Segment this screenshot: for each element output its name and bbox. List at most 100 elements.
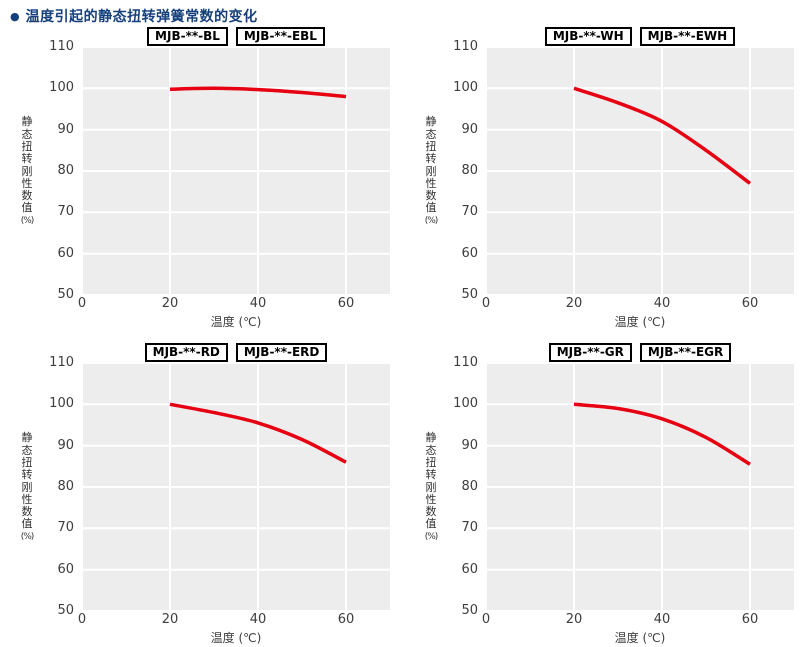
x-tick-label: 20 [161,296,179,311]
y-tick-label: 80 [57,479,74,494]
y-axis-label-char: 数 [21,189,33,203]
page-title: 温度引起的静态扭转弹簧常数的变化 [25,9,258,25]
x-axis-label: 温度 (℃) [210,315,262,329]
y-axis-label-char: 性 [425,492,437,506]
x-tick-label: 20 [161,612,179,627]
x-tick-label: 60 [741,612,759,627]
y-tick-label: 50 [57,287,74,302]
model-label-boxes: MJB-**-BL MJB-**-EBL [82,27,390,47]
y-axis-label-char: 转 [425,468,437,482]
x-tick-labels: 0 20 40 60 [78,296,390,312]
y-tick-label: 50 [461,287,478,302]
model-label-box: MJB-**-EGR [639,343,732,363]
model-label-boxes: MJB-**-RD MJB-**-ERD [82,343,390,363]
x-tick-label: 60 [741,296,759,311]
y-tick-label: 60 [461,561,478,577]
x-tick-labels: 0 20 40 60 [482,612,794,628]
y-axis-label-char: 态 [21,127,33,141]
x-axis-label: 温度 (℃) [210,631,262,645]
y-axis-label-char: 值 [21,517,33,531]
chart-mjb-wh-ewh: MJB-**-WH MJB-**-EWH 静态扭转刚性数值 (%) 110 100 9… [414,27,809,329]
y-axis-label-char: 值 [21,201,33,215]
y-tick-label: 70 [57,204,74,220]
line-chart-svg [82,363,390,611]
y-axis-label-char: 转 [425,152,437,166]
y-axis-label-char: 扭 [21,139,33,153]
y-axis-label-char: 扭 [21,455,33,469]
y-axis-label-char: 值 [425,201,437,215]
x-tick-labels: 0 20 40 60 [482,296,794,312]
y-axis-label-char: 态 [21,443,33,457]
x-axis-label: 温度 (℃) [614,315,666,329]
x-tick-label: 40 [249,612,267,627]
y-axis-label-char: 静 [425,115,437,129]
x-tick-label: 60 [337,296,355,311]
chart-mjb-gr-egr: MJB-**-GR MJB-**-EGR 静态扭转刚性数值 (%) 110 100 9… [414,343,809,645]
y-tick-label: 80 [57,163,74,178]
y-axis-label-char: 转 [21,468,33,482]
y-tick-label: 100 [453,80,478,96]
y-axis-label-char: 转 [21,152,33,166]
y-tick-label: 70 [461,204,478,220]
y-tick-label: 60 [57,561,74,577]
x-tick-label: 40 [249,296,267,311]
model-label-box: MJB-**-ERD [235,343,328,363]
y-tick-label: 90 [461,437,478,453]
x-tick-label: 60 [337,612,355,627]
y-axis-label: 静态扭转刚性数值 (%) [422,47,440,295]
model-label-box: MJB-**-BL [147,27,228,47]
chart-mjb-rd-erd: MJB-**-RD MJB-**-ERD 静态扭转刚性数值 (%) 110 100 9… [10,343,405,645]
y-axis-label-char: 性 [425,176,437,190]
model-label-box: MJB-**-WH [544,27,632,47]
x-tick-label: 20 [565,296,583,311]
y-axis-label-char: 刚 [21,164,33,178]
model-label-box: MJB-**-EWH [639,27,736,47]
y-axis-label-char: 值 [425,517,437,531]
plot-area [486,47,794,295]
y-axis-label: 静态扭转刚性数值 (%) [422,363,440,611]
y-axis-label-char: 数 [425,189,437,203]
charts-grid: MJB-**-BL MJB-**-EBL 静态扭转刚性数值 (%) 110 100 9… [10,27,809,645]
x-tick-label: 0 [481,612,491,627]
y-axis-unit: (%) [424,215,439,226]
y-tick-labels: 110 100 90 80 70 60 50 [440,355,482,618]
y-axis-unit: (%) [424,531,439,542]
y-tick-labels: 110 100 90 80 70 60 50 [36,355,78,618]
x-axis-label: 温度 (℃) [614,631,666,645]
y-axis-label-char: 数 [21,505,33,519]
y-axis-label-char: 静 [425,431,437,445]
y-axis-label-char: 刚 [425,480,437,494]
line-chart-svg [486,363,794,611]
y-axis-unit: (%) [20,531,35,542]
y-axis-label-char: 刚 [21,480,33,494]
line-chart-svg [82,47,390,295]
y-tick-label: 90 [461,121,478,137]
line-chart-svg [486,47,794,295]
model-label-box: MJB-**-GR [548,343,632,363]
y-axis-label: 静态扭转刚性数值 (%) [18,47,36,295]
model-label-box: MJB-**-RD [144,343,228,363]
y-tick-label: 100 [453,396,478,412]
y-axis-label-char: 性 [21,492,33,506]
y-axis-label: 静态扭转刚性数值 (%) [18,363,36,611]
y-tick-label: 70 [57,520,74,536]
y-tick-label: 90 [57,437,74,453]
x-tick-label: 0 [77,296,87,311]
y-tick-labels: 110 100 90 80 70 60 50 [36,39,78,302]
x-tick-label: 40 [653,612,671,627]
x-tick-label: 40 [653,296,671,311]
y-tick-label: 80 [461,163,478,178]
x-tick-label: 0 [481,296,491,311]
y-tick-label: 80 [461,479,478,494]
x-tick-label: 0 [77,612,87,627]
y-axis-label-char: 态 [425,127,437,141]
y-tick-label: 110 [49,355,74,370]
y-axis-label-char: 静 [21,115,33,129]
y-axis-label-char: 数 [425,505,437,519]
x-tick-labels: 0 20 40 60 [78,612,390,628]
model-label-boxes: MJB-**-WH MJB-**-EWH [486,27,794,47]
y-axis-unit: (%) [20,215,35,226]
x-tick-label: 20 [565,612,583,627]
y-axis-label-char: 性 [21,176,33,190]
